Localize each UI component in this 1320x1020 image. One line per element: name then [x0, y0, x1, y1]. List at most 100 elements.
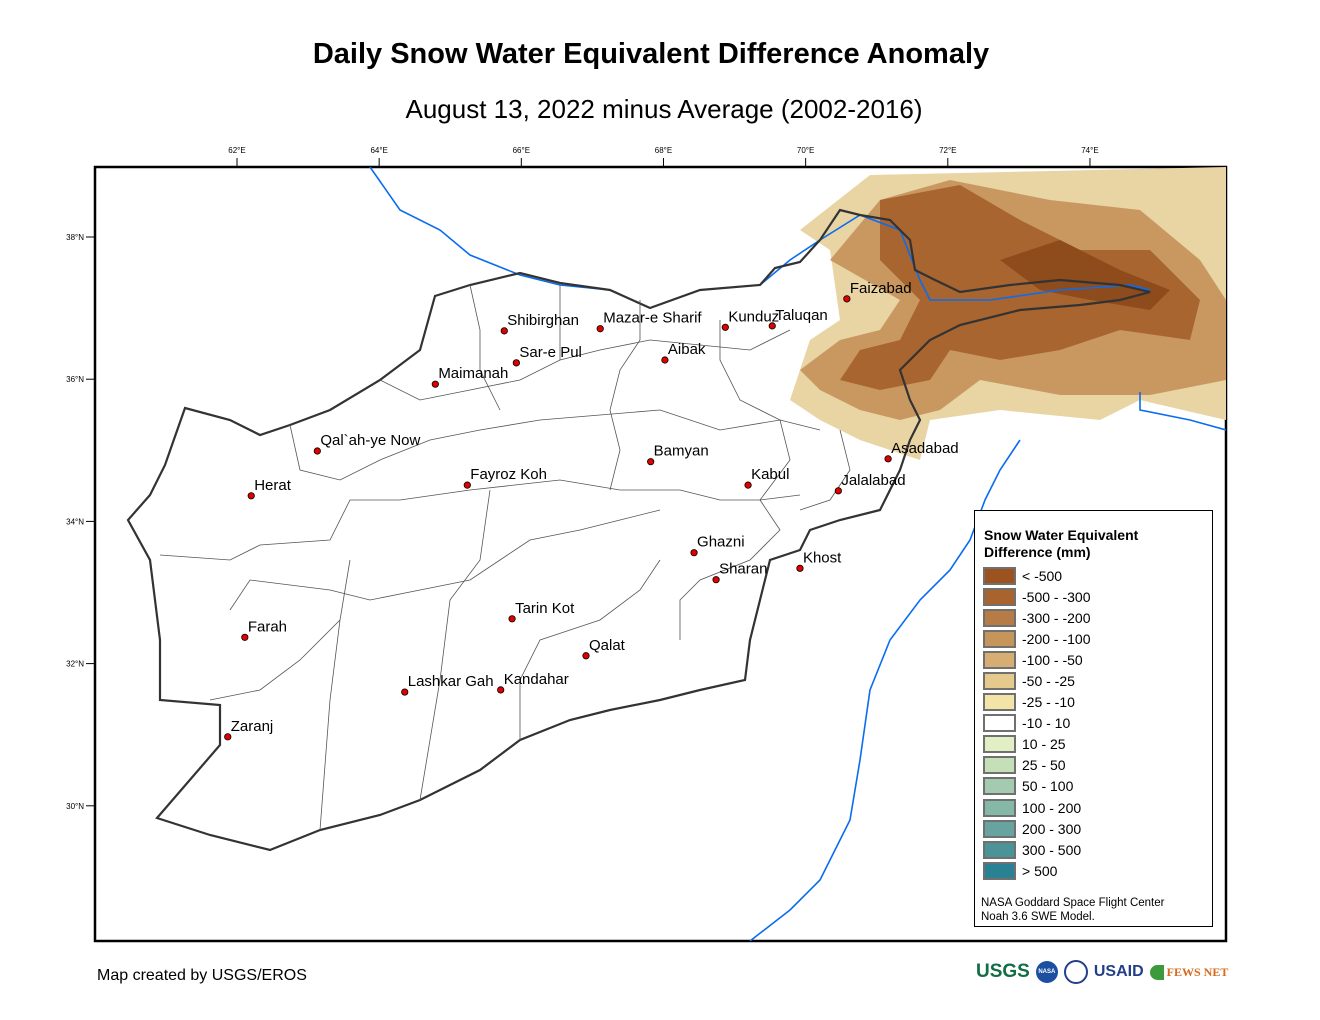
city-label: Kunduz — [728, 308, 779, 325]
legend-label: -50 - -25 — [1022, 673, 1075, 690]
legend-item: 100 - 200 — [983, 797, 1212, 818]
legend-swatch — [983, 798, 1016, 817]
lon-tick-label: 68°E — [655, 146, 672, 155]
city-marker — [661, 356, 669, 364]
legend-item: -50 - -25 — [983, 670, 1212, 691]
legend-label: -500 - -300 — [1022, 588, 1091, 605]
city-marker — [834, 487, 842, 495]
city-marker — [497, 686, 505, 694]
usaid-seal-icon — [1063, 960, 1088, 984]
province-boundaries — [159, 283, 851, 831]
city-label: Zaranj — [231, 718, 274, 735]
legend-swatch — [983, 861, 1016, 880]
legend-item: -300 - -200 — [983, 607, 1212, 628]
legend-swatch — [983, 756, 1016, 775]
city-label: Shibirghan — [507, 312, 579, 329]
city-label: Fayroz Koh — [470, 466, 547, 483]
map-title: Daily Snow Water Equivalent Difference A… — [312, 38, 990, 70]
legend-label: -100 - -50 — [1022, 651, 1083, 668]
city-marker — [744, 481, 752, 489]
city-label: Tarin Kot — [515, 600, 575, 617]
legend-swatch — [983, 819, 1016, 838]
lat-tick-label: 30°N — [66, 802, 84, 811]
city-marker — [247, 492, 255, 500]
city-marker — [768, 322, 776, 330]
lon-tick-label: 66°E — [513, 146, 530, 155]
map-subtitle: August 13, 2022 minus Average (2002-2016… — [405, 94, 923, 124]
city-label: Kandahar — [504, 671, 569, 688]
city-label: Maimanah — [438, 365, 508, 382]
city-label: Asadabad — [891, 440, 959, 457]
legend-source: NASA Goddard Space Flight Center Noah 3.… — [981, 897, 1165, 924]
legend-item: 200 - 300 — [983, 818, 1212, 839]
legend-swatch — [983, 608, 1016, 627]
legend-label: -200 - -100 — [1022, 630, 1091, 647]
legend-item: > 500 — [983, 860, 1212, 881]
afghanistan-boundary — [126, 208, 1151, 852]
city-marker — [712, 576, 720, 584]
city-label: Qal`ah-ye Now — [320, 432, 420, 449]
city-marker — [843, 295, 851, 303]
legend-swatch — [983, 735, 1016, 754]
city-label: Sar-e Pul — [519, 344, 582, 361]
city-label: Aibak — [668, 341, 706, 358]
city-marker — [512, 359, 520, 367]
legend-swatch — [983, 650, 1016, 669]
legend-swatch — [983, 840, 1016, 859]
city-marker — [596, 325, 604, 333]
city-label: Farah — [248, 618, 287, 635]
city-label: Jalalabad — [841, 472, 905, 489]
city-marker — [690, 549, 698, 557]
city-marker — [463, 481, 471, 489]
city-marker — [224, 733, 232, 741]
city-label: Mazar-e Sharif — [603, 310, 702, 327]
city-label: Ghazni — [697, 534, 745, 551]
legend-title: Snow Water Equivalent Difference (mm) — [984, 527, 1139, 560]
legend-swatch — [983, 566, 1016, 585]
city-label: Faizabad — [850, 280, 912, 297]
city-marker — [582, 652, 590, 660]
usaid-logo: USAID — [1093, 963, 1144, 980]
city-marker — [884, 455, 892, 463]
legend-item: 10 - 25 — [983, 734, 1212, 755]
lon-tick-label: 70°E — [797, 146, 814, 155]
legend-swatch — [983, 777, 1016, 796]
legend-label: 300 - 500 — [1022, 841, 1082, 858]
city-label: Sharan — [719, 561, 767, 578]
map-credit: Map created by USGS/EROS — [97, 967, 307, 984]
logo-strip: USGS NASA USAID FEWS NET — [976, 960, 1228, 984]
city-label: Qalat — [589, 637, 626, 654]
nasa-logo: NASA — [1035, 961, 1058, 983]
legend-label: 10 - 25 — [1022, 736, 1066, 753]
legend-item: -200 - -100 — [983, 628, 1212, 649]
legend-swatch — [983, 693, 1016, 712]
city-label: Kabul — [751, 466, 789, 483]
city-marker — [313, 447, 321, 455]
lat-tick-label: 32°N — [66, 660, 84, 669]
city-label: Lashkar Gah — [408, 673, 494, 690]
city-marker — [508, 615, 516, 623]
city-label: Khost — [803, 549, 842, 566]
legend-item: -10 - 10 — [983, 713, 1212, 734]
lon-tick-label: 72°E — [939, 146, 956, 155]
lat-tick-label: 36°N — [66, 375, 84, 384]
lon-tick-label: 64°E — [370, 146, 387, 155]
city-marker — [241, 633, 249, 641]
city-marker — [431, 380, 439, 388]
legend-label: 50 - 100 — [1022, 778, 1074, 795]
legend-item: 50 - 100 — [983, 776, 1212, 797]
legend-label: -25 - -10 — [1022, 694, 1075, 711]
legend-item: < -500 — [983, 565, 1212, 586]
lat-tick-label: 38°N — [66, 233, 84, 242]
fews-net-logo: FEWS NET — [1149, 964, 1228, 980]
legend-item: -25 - -10 — [983, 692, 1212, 713]
usgs-logo: USGS — [976, 961, 1030, 982]
legend-label: 200 - 300 — [1022, 820, 1082, 837]
legend: Snow Water Equivalent Difference (mm) < … — [974, 510, 1213, 927]
city-label: Bamyan — [654, 443, 709, 460]
legend-label: -300 - -200 — [1022, 609, 1091, 626]
legend-swatch — [983, 587, 1016, 606]
legend-label: 25 - 50 — [1022, 757, 1066, 774]
lon-tick-label: 74°E — [1081, 146, 1098, 155]
